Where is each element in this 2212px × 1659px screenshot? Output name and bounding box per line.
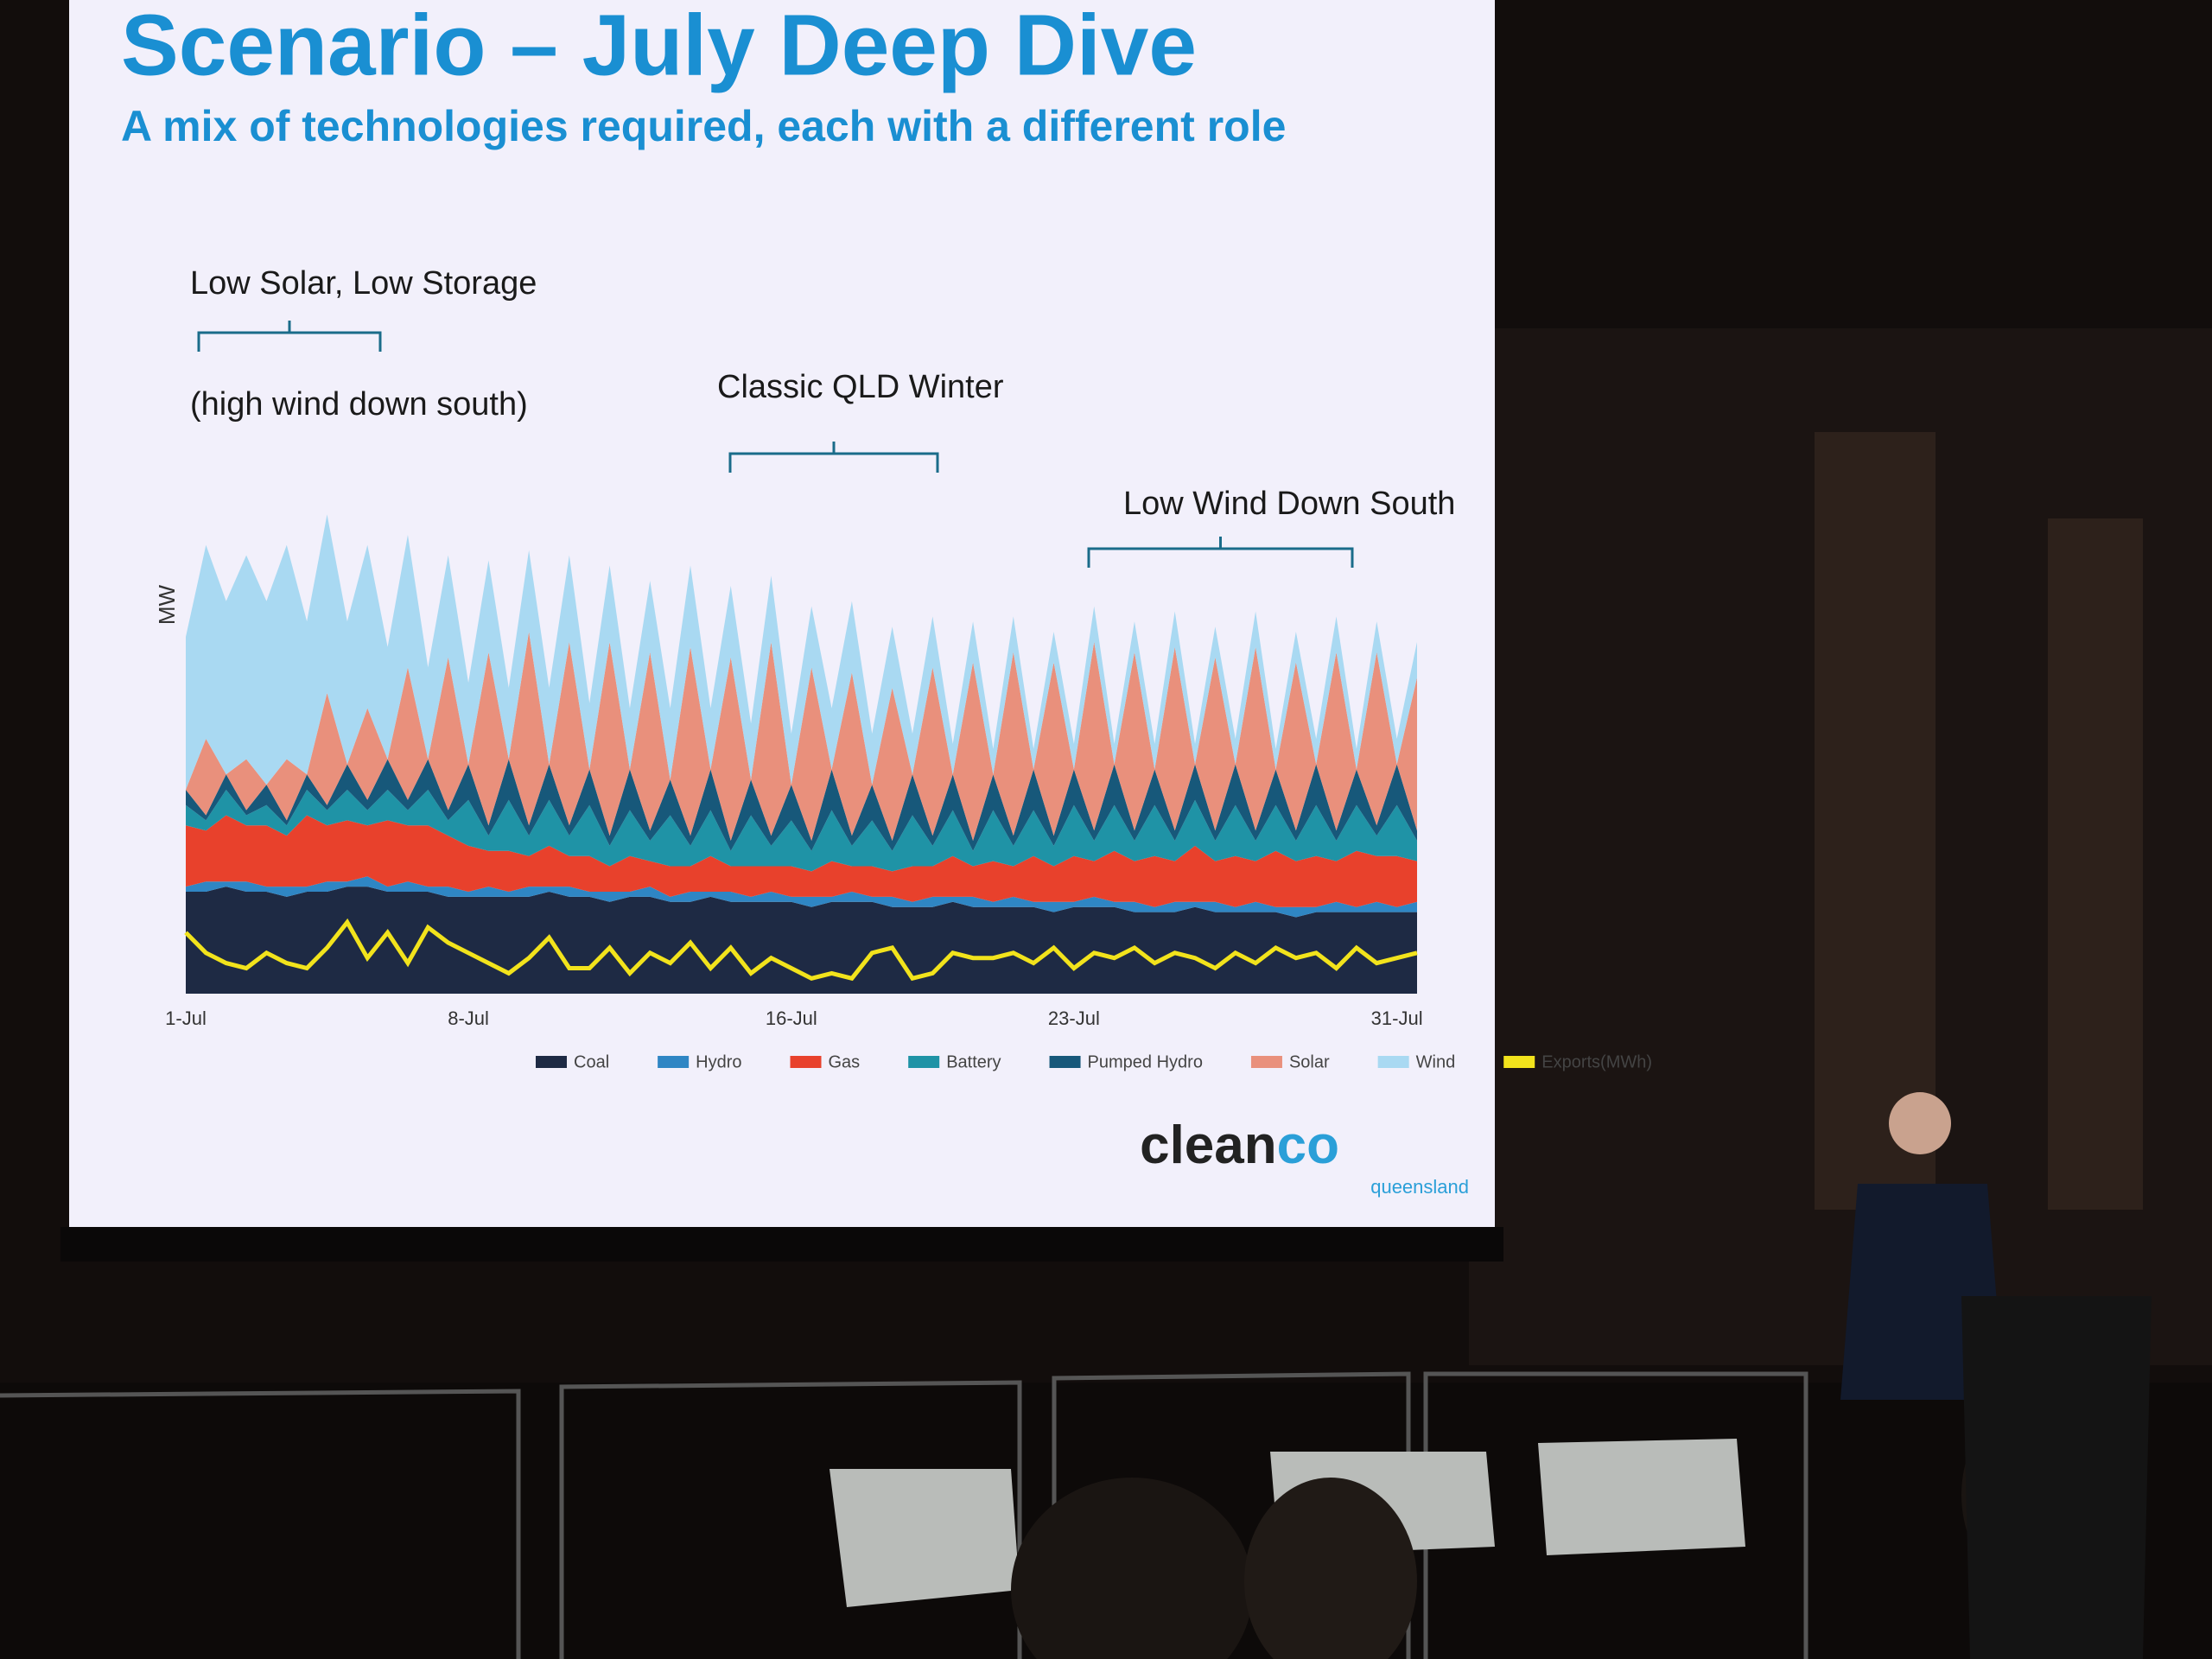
annotation-bracket [197, 321, 382, 352]
x-tick-label: 16-Jul [766, 1007, 817, 1029]
legend-label: Battery [946, 1052, 1001, 1071]
logo-name: clean [1140, 1116, 1277, 1175]
slide [69, 0, 1495, 1227]
annotation-bracket [1087, 537, 1354, 568]
legend-swatch [536, 1056, 567, 1068]
logo-tagline: queensland [1370, 1176, 1469, 1198]
x-tick-label: 23-Jul [1048, 1007, 1100, 1029]
x-tick-label: 8-Jul [448, 1007, 489, 1029]
annotation: (high wind down south) [190, 386, 528, 423]
annotation: Low Solar, Low Storage [190, 265, 537, 302]
legend-swatch [1503, 1056, 1535, 1068]
legend-label: Coal [574, 1052, 609, 1071]
chart-title: Scenario – July Deep Dive [121, 0, 1197, 93]
legend-swatch [1377, 1056, 1409, 1068]
legend-label: Hydro [696, 1052, 741, 1071]
legend-swatch [1250, 1056, 1282, 1068]
stage-rail [0, 1371, 1808, 1659]
legend-swatch [1049, 1056, 1081, 1068]
legend-label: Wind [1416, 1052, 1456, 1071]
presenter-head [1889, 1092, 1951, 1154]
area [186, 815, 1417, 907]
area [186, 759, 1417, 851]
legend-label: Gas [829, 1052, 861, 1071]
area [186, 632, 1417, 841]
x-tick-label: 1-Jul [165, 1007, 207, 1029]
x-tick-label: 31-Jul [1371, 1007, 1423, 1029]
area [186, 790, 1417, 872]
legend-swatch [790, 1056, 822, 1068]
chart-subtitle: A mix of technologies required, each wit… [121, 102, 1286, 150]
legend-label: Exports(MWh) [1541, 1052, 1652, 1071]
annotation-bracket [728, 442, 939, 473]
annotation: Classic QLD Winter [717, 369, 1004, 405]
legend-label: Solar [1289, 1052, 1330, 1071]
audience-head [1011, 1478, 1253, 1659]
y-axis-label: MW [154, 584, 180, 625]
audience-head [1244, 1478, 1417, 1659]
curtain-light [2048, 518, 2143, 1210]
annotation: Low Wind Down South [1123, 486, 1455, 522]
lectern [1961, 1296, 2152, 1659]
chair [1538, 1439, 1745, 1555]
legend-swatch [658, 1056, 690, 1068]
legend-label: Pumped Hydro [1088, 1052, 1203, 1071]
area [186, 514, 1417, 790]
logo: cleanco [1140, 1116, 1339, 1175]
legend-swatch [908, 1056, 940, 1068]
curtain-light [1815, 432, 1936, 1210]
chair [830, 1469, 1020, 1607]
line [184, 918, 1418, 982]
screen-frame [60, 1227, 1503, 1262]
logo-accent: co [1277, 1116, 1339, 1175]
